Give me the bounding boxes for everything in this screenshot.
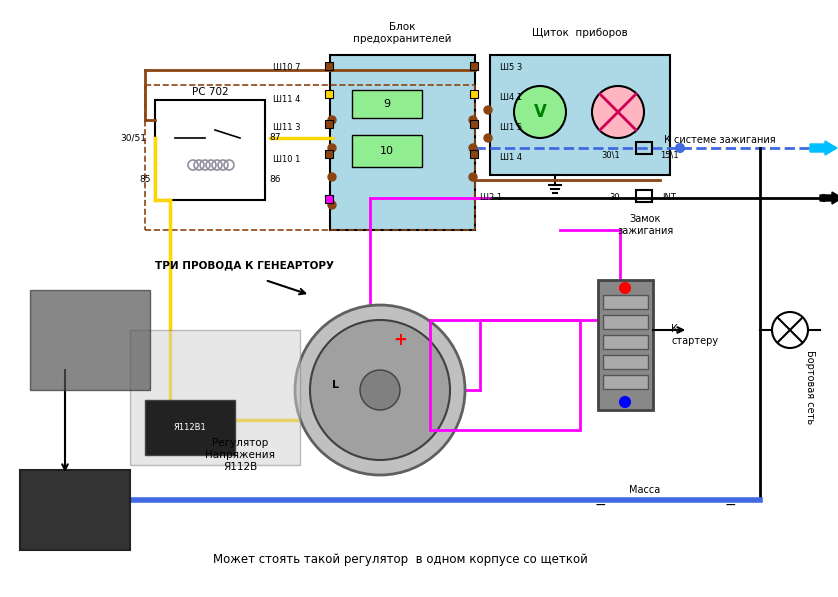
Text: 86: 86 [269,176,281,184]
Bar [470,90,478,98]
Text: −: − [724,498,736,512]
Text: 30/51: 30/51 [120,134,146,143]
Bar [325,62,333,70]
Text: Регулятор
Напряжения
Я112В: Регулятор Напряжения Я112В [205,438,275,472]
Bar [30,290,150,390]
Bar [603,355,648,369]
Text: Ш1 4: Ш1 4 [500,153,522,162]
Text: К
стартеру: К стартеру [671,324,718,346]
Text: 15\1: 15\1 [660,150,679,159]
Circle shape [676,144,684,152]
Circle shape [310,320,450,460]
Bar [598,280,653,410]
Text: −: − [618,395,631,410]
Text: Масса: Масса [629,485,660,495]
Bar [330,55,475,230]
Bar [155,100,265,200]
Circle shape [514,86,566,138]
Circle shape [328,201,336,209]
Text: Бортовая сеть: Бортовая сеть [805,350,815,424]
Text: +: + [618,281,631,296]
Text: 87: 87 [269,134,281,143]
Circle shape [328,173,336,181]
Bar [20,285,160,405]
Bar [325,120,333,128]
Text: −: − [594,498,606,512]
Text: Может стоять такой регулятор  в одном корпусе со щеткой: Может стоять такой регулятор в одном кор… [213,553,587,567]
Text: Ш11 4: Ш11 4 [272,96,300,104]
Bar [470,150,478,158]
Circle shape [295,305,465,475]
Text: ТРИ ПРОВОДА К ГЕНЕАРТОРУ: ТРИ ПРОВОДА К ГЕНЕАРТОРУ [155,260,334,270]
Bar [20,470,130,550]
Text: Блок
предохранителей: Блок предохранителей [353,22,451,44]
Circle shape [328,144,336,152]
Bar [636,142,652,154]
Text: +: + [393,331,407,349]
Bar [603,375,648,389]
Bar [470,62,478,70]
Text: Ш10 1: Ш10 1 [272,155,300,165]
FancyArrow shape [810,141,837,155]
Circle shape [469,173,477,181]
Text: Ш2 1: Ш2 1 [480,193,502,202]
Circle shape [484,106,492,114]
Bar [130,330,300,465]
Text: INT: INT [662,193,676,202]
Text: 30\1: 30\1 [601,150,620,159]
Bar [352,135,422,167]
Bar [352,90,422,118]
Text: Я112В1: Я112В1 [173,423,206,432]
Text: Ш11 3: Ш11 3 [272,124,300,133]
Text: Ш5 3: Ш5 3 [500,63,522,72]
Circle shape [469,144,477,152]
Bar [603,315,648,329]
Text: Ш10 7: Ш10 7 [272,63,300,72]
Text: L: L [332,380,339,390]
Circle shape [360,370,400,410]
Text: V: V [534,103,546,121]
Text: Ш4 1: Ш4 1 [500,94,522,103]
Bar [145,400,235,455]
Bar [325,195,333,203]
Circle shape [469,116,477,124]
Text: Замок
зажигания: Замок зажигания [617,214,673,236]
Text: Щиток  приборов: Щиток приборов [532,28,628,38]
Circle shape [592,86,644,138]
FancyArrow shape [820,192,838,204]
Bar [490,55,670,175]
Text: РС 702: РС 702 [192,87,228,97]
Bar [636,190,652,202]
Bar [603,295,648,309]
Circle shape [620,283,630,293]
Circle shape [620,397,630,407]
Text: 10: 10 [380,146,394,156]
Bar [470,120,478,128]
Text: 9: 9 [384,99,391,109]
Bar [430,320,580,430]
Bar [325,90,333,98]
Text: 30: 30 [609,193,620,202]
Bar [603,335,648,349]
Circle shape [484,134,492,142]
Circle shape [328,116,336,124]
Text: 85: 85 [139,176,151,184]
Text: К системе зажигания: К системе зажигания [665,135,776,145]
Bar [325,150,333,158]
Circle shape [772,312,808,348]
Text: Ш1 5: Ш1 5 [500,124,522,133]
